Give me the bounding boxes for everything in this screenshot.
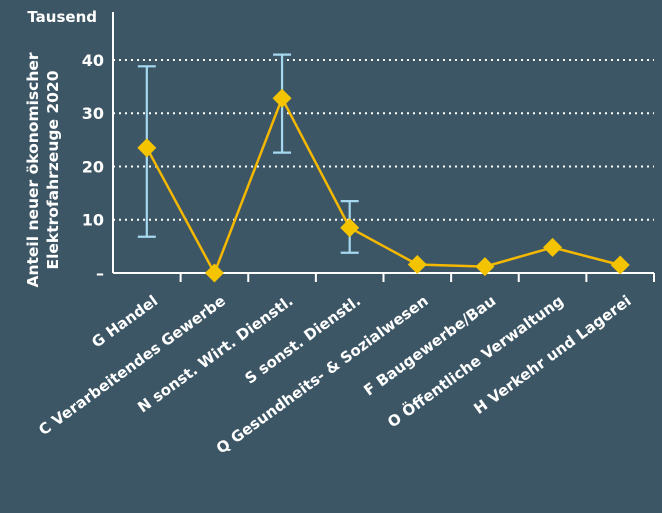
y-unit-label: Tausend bbox=[27, 8, 97, 26]
data-point bbox=[407, 254, 427, 274]
y-tick-label: – bbox=[96, 264, 104, 283]
data-point bbox=[137, 138, 157, 158]
y-tick-label: 30 bbox=[82, 104, 104, 123]
x-tick-label: S sonst. Dienstl. bbox=[242, 292, 365, 388]
series-line bbox=[145, 95, 621, 276]
gridlines bbox=[113, 58, 654, 221]
error-bars bbox=[137, 53, 359, 254]
y-tick-label: 40 bbox=[82, 51, 104, 70]
data-point bbox=[272, 88, 292, 108]
data-point bbox=[610, 255, 630, 275]
data-point bbox=[340, 218, 360, 238]
y-axis-label-line2: Elektrofahrzeuge 2020 bbox=[44, 70, 62, 269]
data-point bbox=[204, 263, 224, 283]
y-tick-label: 20 bbox=[82, 157, 104, 176]
data-markers bbox=[137, 88, 630, 283]
y-axis-label-line1: Anteil neuer ökonomischer bbox=[24, 52, 42, 287]
y-tick-label: 10 bbox=[82, 211, 104, 230]
y-ticks: – 10 20 30 40 bbox=[82, 51, 104, 283]
data-point bbox=[475, 257, 495, 277]
data-point bbox=[543, 237, 563, 257]
